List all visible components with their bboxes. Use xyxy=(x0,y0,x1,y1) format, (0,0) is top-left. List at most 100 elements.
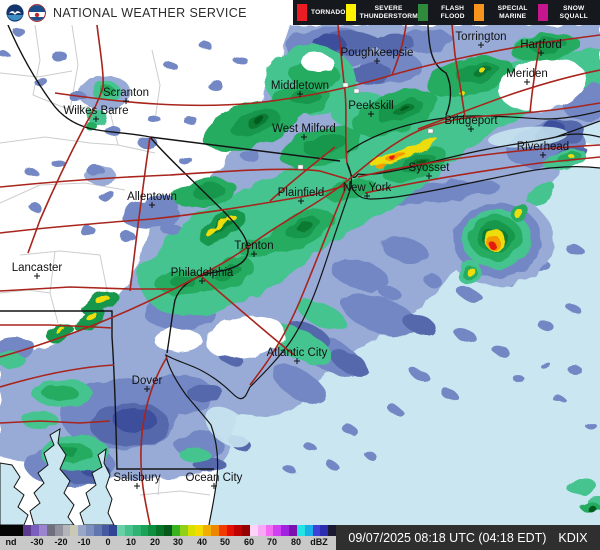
timestamp-panel: 09/07/2025 08:18 UTC (04:18 EDT) KDIX xyxy=(336,525,600,550)
city-marker-icon xyxy=(468,126,474,132)
city-label: Salisbury xyxy=(113,472,161,484)
colorbar-tick: -30 xyxy=(30,537,44,547)
colorbar-segment xyxy=(304,525,313,536)
colorbar-gradient xyxy=(0,525,336,536)
city-label: Hartford xyxy=(520,39,562,51)
warning-color-swatch xyxy=(345,4,356,21)
colorbar-tick: 10 xyxy=(125,537,137,547)
warning-legend: TORNADO SEVERE THUNDERSTORM FLASH FLOOD SPE… xyxy=(293,0,600,25)
colorbar-segment xyxy=(132,525,141,536)
colorbar-segment xyxy=(39,525,47,536)
colorbar-segment xyxy=(78,525,86,536)
colorbar-segment xyxy=(203,525,211,536)
clear-air-holes xyxy=(154,54,587,358)
chesapeake-bay xyxy=(0,428,115,525)
radar-station-id: KDIX xyxy=(558,530,588,545)
legend-item-snow-squall: SNOW SQUALL xyxy=(537,0,596,25)
warning-label: FLASH FLOOD xyxy=(440,4,465,20)
city-label: Plainfield xyxy=(278,187,325,199)
city-label: Syosset xyxy=(409,162,451,174)
colorbar-segment xyxy=(242,525,250,536)
colorbar-segment xyxy=(195,525,204,536)
colorbar-segment xyxy=(312,525,321,536)
city-marker-icon xyxy=(478,42,484,48)
colorbar-tick: -20 xyxy=(54,537,68,547)
city-marker-icon xyxy=(93,116,99,122)
radar-map-canvas[interactable]: Scranton Wilkes Barre Poughkeepsie Middleto… xyxy=(0,25,600,525)
state-borders xyxy=(0,25,452,470)
city-label: New York xyxy=(343,182,392,194)
city-label: Wilkes Barre xyxy=(63,105,128,117)
colorbar-tick: 80 xyxy=(290,537,302,547)
status-bar: nd -30 -20 -10 0 10 20 30 40 50 60 70 80 dBZ 09/07/20… xyxy=(0,525,600,550)
colorbar-segment xyxy=(54,525,63,536)
colorbar-tick: 60 xyxy=(243,537,255,547)
city-marker-icon xyxy=(211,483,217,489)
colorbar-segment xyxy=(257,525,266,536)
colorbar-segment xyxy=(234,525,243,536)
colorbar-tick: 40 xyxy=(196,537,208,547)
app-title: NATIONAL WEATHER SERVICE xyxy=(53,5,247,20)
city-marker-icon xyxy=(540,152,546,158)
colorbar-segment xyxy=(296,525,305,536)
colorbar-segment xyxy=(62,525,71,536)
colorbar-segment xyxy=(171,525,180,536)
city-label: Allentown xyxy=(127,191,177,203)
legend-item-severe-thunderstorm: SEVERE THUNDERSTORM xyxy=(345,0,418,25)
city-marker-icon xyxy=(294,358,300,364)
colorbar-segment xyxy=(273,525,282,536)
city-label: Middletown xyxy=(271,80,329,92)
legend-item-tornado: TORNADO xyxy=(297,0,346,25)
warning-color-swatch xyxy=(537,4,548,21)
colorbar-tick: 70 xyxy=(266,537,278,547)
colorbar-segment xyxy=(265,525,274,536)
city-marker-icon xyxy=(144,386,150,392)
colorbar-segment xyxy=(93,525,102,536)
colorbar-tick: nd xyxy=(5,537,17,547)
colorbar-segment xyxy=(31,525,40,536)
colorbar-labels: nd -30 -20 -10 0 10 20 30 40 50 60 70 80 dBZ xyxy=(0,536,336,550)
city-marker-icon xyxy=(297,91,303,97)
header: NATIONAL WEATHER SERVICE TORNADO SEVERE T… xyxy=(0,0,600,25)
colorbar-tick: -10 xyxy=(77,537,91,547)
warning-label: SNOW SQUALL xyxy=(559,4,588,20)
colorbar-segment xyxy=(226,525,235,536)
warning-label: SPECIAL MARINE xyxy=(497,4,528,20)
colorbar-segment xyxy=(0,525,24,536)
colorbar-segment xyxy=(23,525,32,536)
colorbar-segment xyxy=(179,525,188,536)
colorbar-segment xyxy=(148,525,157,536)
colorbar-segment xyxy=(250,525,258,536)
colorbar-segment xyxy=(85,525,94,536)
city-marker-icon xyxy=(123,98,129,104)
radar-map[interactable]: Scranton Wilkes Barre Poughkeepsie Middleto… xyxy=(0,25,600,525)
colorbar-segment xyxy=(125,525,133,536)
legend-item-special-marine: SPECIAL MARINE xyxy=(473,0,538,25)
city-label: Lancaster xyxy=(12,262,63,274)
warning-label: SEVERE THUNDERSTORM xyxy=(359,4,418,20)
city-marker-icon xyxy=(426,173,432,179)
colorbar-tick: 0 xyxy=(105,537,111,547)
city-label: Peekskill xyxy=(348,100,393,112)
legend-item-flash-flood: FLASH FLOOD xyxy=(417,0,474,25)
offshore-storm-cell xyxy=(443,194,553,286)
colorbar-segment xyxy=(101,525,110,536)
colorbar-segment xyxy=(109,525,118,536)
water-overlays xyxy=(205,126,568,448)
city-label: Ocean City xyxy=(186,472,243,484)
warning-color-swatch xyxy=(417,4,428,21)
colorbar-segment xyxy=(46,525,55,536)
city-label: Scranton xyxy=(103,87,149,99)
city-marker-icon xyxy=(134,483,140,489)
city-label: West Milford xyxy=(272,123,336,135)
header-branding: NATIONAL WEATHER SERVICE xyxy=(0,0,293,25)
city-label: Dover xyxy=(132,375,163,387)
colorbar-segment xyxy=(164,525,172,536)
warning-color-swatch xyxy=(297,4,307,21)
city-label: Riverhead xyxy=(517,141,569,153)
city-marker-icon xyxy=(199,278,205,284)
route-shields xyxy=(297,82,434,170)
colorbar-segment xyxy=(218,525,227,536)
city-marker-icon xyxy=(538,50,544,56)
city-label: Atlantic City xyxy=(267,347,328,359)
